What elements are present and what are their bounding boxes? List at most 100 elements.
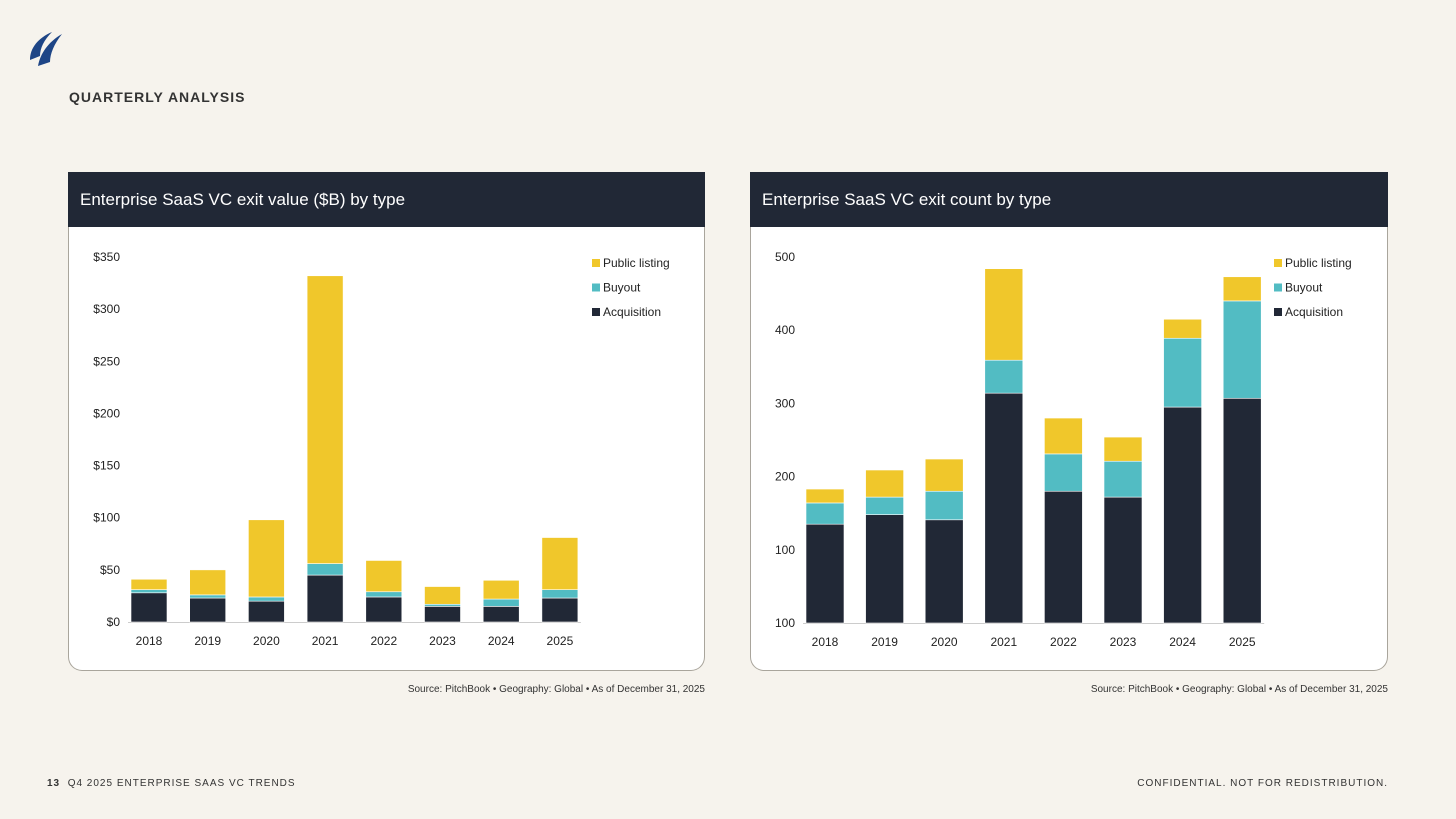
bar-buyout-2022 (1044, 453, 1083, 492)
legend-label: Buyout (1285, 281, 1323, 295)
bar-acquisition-2025 (1222, 397, 1262, 624)
bar-public-listing-2025 (1222, 276, 1262, 302)
x-tick-label: 2021 (312, 634, 339, 648)
exit-count-chart-panel: Enterprise SaaS VC exit count by type 10… (750, 172, 1388, 671)
bar-buyout-2019 (189, 594, 226, 599)
page-number: 13 (47, 778, 61, 789)
bar-acquisition-2023 (424, 606, 461, 623)
legend-label: Acquisition (1285, 305, 1343, 319)
x-tick-label: 2019 (194, 634, 221, 648)
y-tick-label: $100 (93, 511, 120, 525)
bar-buyout-2024 (482, 598, 520, 607)
bar-public-listing-2021 (306, 275, 344, 564)
x-tick-label: 2018 (136, 634, 163, 648)
bar-buyout-2024 (1163, 337, 1202, 408)
x-tick-label: 2022 (1050, 635, 1077, 649)
source-note: Source: PitchBook • Geography: Global • … (407, 684, 705, 695)
y-tick-label: 200 (775, 470, 795, 484)
bar-acquisition-2022 (1044, 490, 1083, 624)
legend-swatch-1 (592, 283, 600, 292)
legend-label: Acquisition (603, 305, 661, 319)
x-tick-label: 2020 (931, 635, 958, 649)
legend-swatch-2 (1274, 259, 1282, 267)
bar-buyout-2021 (984, 359, 1024, 394)
x-tick-label: 2024 (1169, 635, 1196, 649)
bar-buyout-2025 (541, 589, 579, 599)
bar-public-listing-2023 (424, 586, 461, 605)
bar-public-listing-2025 (541, 537, 579, 590)
chart-title: Enterprise SaaS VC exit count by type (750, 172, 1388, 227)
bar-buyout-2025 (1222, 300, 1262, 399)
legend-label: Public listing (603, 256, 670, 270)
bar-public-listing-2023 (1103, 436, 1143, 462)
bar-acquisition-2020 (248, 600, 285, 623)
bar-buyout-2020 (924, 490, 964, 521)
bar-buyout-2019 (865, 496, 904, 515)
y-tick-label: $50 (100, 563, 120, 577)
legend-swatch-0 (592, 308, 600, 316)
bar-acquisition-2021 (306, 574, 344, 623)
y-tick-label: 400 (775, 323, 795, 337)
bar-acquisition-2019 (189, 597, 226, 623)
bar-public-listing-2024 (1163, 318, 1202, 339)
bar-public-listing-2019 (189, 569, 226, 596)
bar-acquisition-2020 (924, 519, 964, 624)
bar-buyout-2020 (248, 596, 285, 602)
bar-acquisition-2024 (1163, 406, 1202, 624)
section-title: QUARTERLY ANALYSIS (69, 89, 246, 105)
bar-buyout-2021 (306, 563, 344, 576)
y-tick-label: 100 (775, 616, 795, 630)
x-tick-label: 2025 (1229, 635, 1256, 649)
y-tick-label: $0 (107, 615, 121, 629)
bar-acquisition-2018 (130, 592, 168, 623)
y-tick-label: 500 (775, 250, 795, 264)
bar-acquisition-2018 (805, 523, 845, 624)
x-tick-label: 2022 (370, 634, 397, 648)
bar-buyout-2023 (1103, 460, 1143, 498)
bar-public-listing-2018 (130, 578, 168, 590)
bar-buyout-2023 (424, 603, 461, 607)
legend-label: Buyout (603, 281, 641, 295)
bar-buyout-2022 (365, 591, 403, 598)
report-title: Q4 2025 ENTERPRISE SAAS VC TRENDS (67, 778, 296, 789)
bar-public-listing-2020 (924, 458, 964, 492)
y-tick-label: 300 (775, 396, 795, 410)
y-tick-label: $250 (93, 354, 120, 368)
exit-count-chart: 100 100 200 300 400 500 2018 2019 2020 2021 2022 20… (775, 250, 1352, 649)
bar-public-listing-2024 (482, 579, 520, 600)
x-tick-label: 2023 (1110, 635, 1137, 649)
y-tick-label: $150 (93, 459, 120, 473)
bar-acquisition-2024 (482, 606, 520, 623)
bar-public-listing-2018 (805, 488, 845, 504)
exit-value-chart: $0 $50 $100 $150 $200 $250 $300 $350 2018 2019 202… (93, 250, 670, 648)
bar-public-listing-2019 (865, 469, 904, 498)
x-tick-label: 2024 (488, 634, 515, 648)
bar-public-listing-2021 (984, 268, 1024, 361)
bar-acquisition-2023 (1103, 496, 1143, 624)
legend-label: Public listing (1285, 256, 1352, 270)
exit-value-chart-panel: Enterprise SaaS VC exit value ($B) by ty… (68, 172, 705, 671)
x-tick-label: 2023 (429, 634, 456, 648)
y-tick-label: $200 (93, 406, 120, 420)
bar-buyout-2018 (130, 589, 168, 594)
bar-acquisition-2022 (365, 596, 403, 623)
y-tick-label: $300 (93, 302, 120, 316)
bar-acquisition-2021 (984, 392, 1024, 624)
pitchbook-logo (30, 32, 62, 66)
x-tick-label: 2020 (253, 634, 280, 648)
bar-public-listing-2020 (248, 519, 285, 598)
bar-public-listing-2022 (365, 560, 403, 593)
x-tick-label: 2019 (871, 635, 898, 649)
x-tick-label: 2021 (990, 635, 1017, 649)
bar-acquisition-2025 (541, 597, 579, 623)
x-tick-label: 2025 (547, 634, 574, 648)
legend-swatch-0 (1274, 308, 1282, 316)
legend-swatch-1 (1274, 283, 1282, 292)
bar-acquisition-2019 (865, 514, 904, 624)
bar-buyout-2018 (805, 502, 845, 525)
chart-title: Enterprise SaaS VC exit value ($B) by ty… (68, 172, 705, 227)
y-tick-label: 100 (775, 543, 795, 557)
bar-public-listing-2022 (1044, 417, 1083, 455)
x-tick-label: 2018 (812, 635, 839, 649)
confidential-notice: CONFIDENTIAL. NOT FOR REDISTRIBUTION. (1137, 778, 1388, 789)
